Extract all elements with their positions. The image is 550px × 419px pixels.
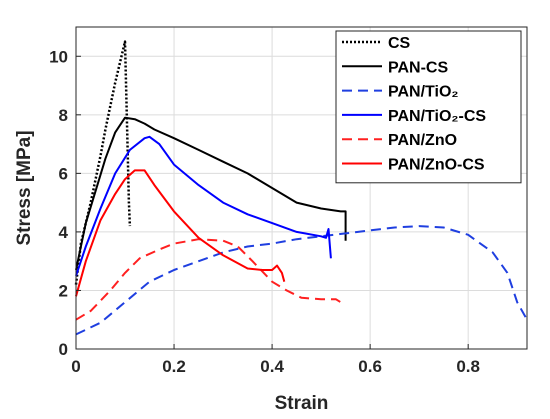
- series-line-pan-cs: [75, 116, 347, 271]
- legend: CS PAN-CS PAN/TiO₂ PAN/TiO₂-CS PAN/ZnO PAN/Zn…: [335, 30, 522, 184]
- legend-label-pan-tio-cs: PAN/TiO₂-CS: [388, 108, 486, 125]
- series-line-pan-tio: [75, 225, 528, 336]
- x-tick-label: 0.6: [358, 357, 382, 376]
- legend-label-pan-tio: PAN/TiO₂: [388, 84, 459, 101]
- y-tick-label: 2: [59, 281, 68, 300]
- legend-label-pan-zno: PAN/ZnO: [388, 132, 457, 149]
- y-tick-label: 4: [59, 223, 69, 242]
- series-group: [74, 40, 528, 336]
- legend-box: [335, 30, 522, 184]
- x-tick-label: 0: [71, 357, 80, 376]
- legend-label-pan-zno-cs: PAN/ZnO-CS: [388, 157, 485, 174]
- series-line-pan-zno: [75, 238, 342, 321]
- y-axis-label: Stress [MPa]: [14, 130, 35, 245]
- legend-label-cs: CS: [388, 35, 411, 52]
- series-line-pan-tio-cs: [75, 135, 332, 277]
- x-axis-label: Strain: [275, 393, 329, 414]
- x-tick-label: 0.8: [456, 357, 480, 376]
- plot-frame: [75, 26, 528, 350]
- y-tick-label: 8: [59, 106, 68, 125]
- y-tick-label: 10: [49, 47, 68, 66]
- y-tick-label: 6: [59, 164, 68, 183]
- ticks: 0 0.2 0.4 0.6 0.8 0 2 4 6 8 10: [49, 47, 480, 376]
- legend-label-pan-cs: PAN-CS: [388, 59, 448, 76]
- x-tick-label: 0.4: [260, 357, 284, 376]
- series-line-pan-zno-cs: [75, 169, 286, 297]
- x-tick-label: 0.2: [162, 357, 186, 376]
- y-tick-label: 0: [59, 340, 68, 359]
